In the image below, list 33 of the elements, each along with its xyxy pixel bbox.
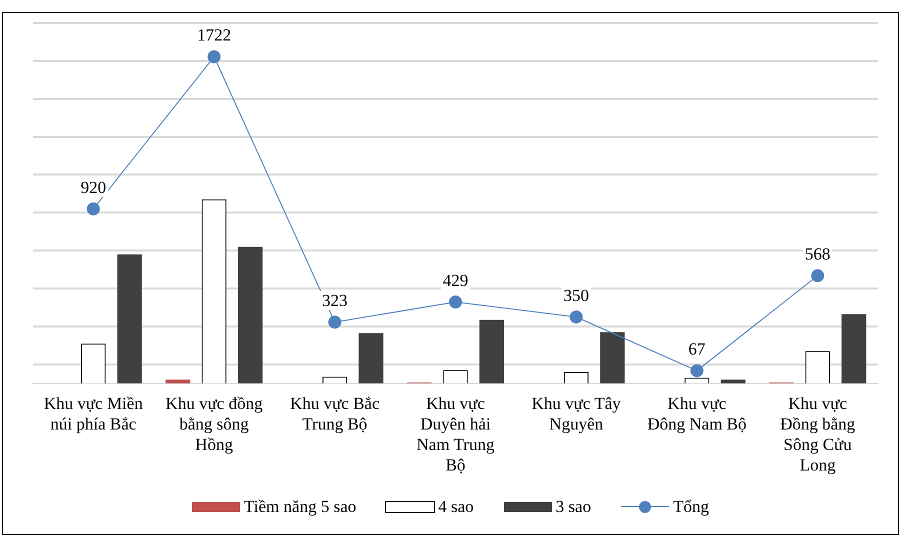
legend-label: Tiềm năng 5 sao	[244, 497, 356, 517]
legend-label: Tổng	[673, 497, 709, 517]
x-tick-label: Khu vực Tây Nguyên	[532, 394, 622, 434]
bar	[358, 333, 384, 384]
bar	[166, 380, 190, 384]
point	[208, 50, 221, 64]
x-tick-label: Khu vực Đông Nam Bộ	[647, 394, 747, 434]
x-tick-label: Khu vực Miền núi phía Bắc	[44, 394, 144, 434]
data-label: 323	[322, 291, 348, 310]
bar	[842, 314, 866, 384]
data-label: 568	[804, 244, 830, 264]
data-label: 350	[563, 286, 589, 305]
data-label: 429	[442, 270, 468, 290]
legend-label: 4 sao	[438, 497, 474, 517]
x-tick-label: Khu vực Duyên hải Nam Trung Bộ	[416, 394, 495, 474]
point	[811, 269, 824, 282]
point	[690, 364, 704, 378]
point	[328, 316, 342, 329]
x-tick-label: Khu vực đồng bằng sông Hồng	[166, 394, 264, 454]
point	[86, 202, 100, 216]
bar	[600, 332, 625, 384]
point	[449, 296, 462, 309]
data-label: 920	[80, 178, 106, 197]
bar	[720, 380, 746, 384]
bar	[117, 254, 142, 384]
x-tick-label: Khu vực Bắc Trung Bộ	[290, 394, 380, 434]
bar	[479, 320, 504, 384]
bar	[238, 246, 263, 384]
data-label: 67	[688, 340, 706, 359]
point	[570, 310, 583, 324]
x-tick-label: Khu vực Đồng bằng Sông Cửu Long	[780, 394, 856, 474]
data-label: 1722	[197, 26, 232, 45]
legend-label: 3 sao	[556, 497, 592, 517]
